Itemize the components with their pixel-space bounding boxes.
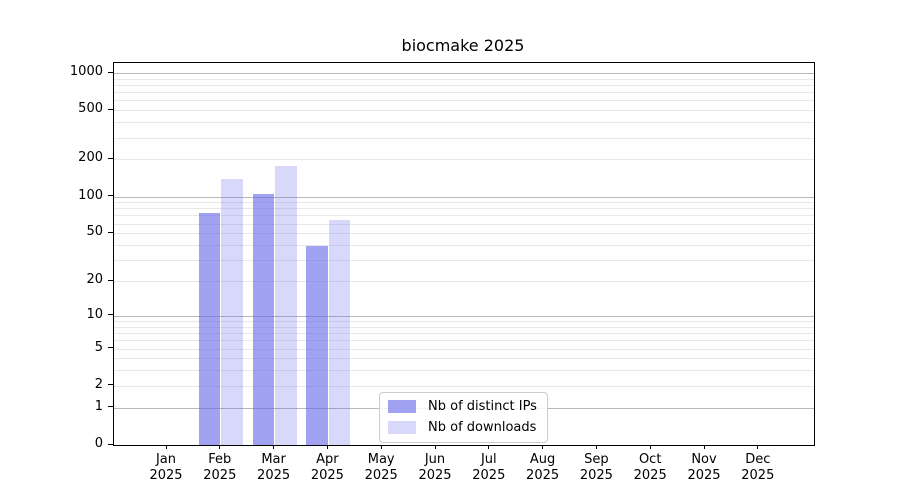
gridline-minor	[114, 340, 814, 342]
x-tick-label: Nov 2025	[687, 452, 721, 483]
bar-downloads	[275, 165, 297, 445]
gridline-minor	[114, 333, 814, 335]
gridline-minor	[114, 260, 814, 262]
bar-distinct-ips	[306, 246, 328, 445]
x-tick-label: Jun 2025	[418, 452, 452, 483]
gridline-minor	[114, 100, 814, 102]
y-tick	[108, 231, 113, 233]
y-tick-label: 5	[94, 339, 103, 355]
gridline-minor	[114, 202, 814, 204]
y-tick-label: 2	[94, 376, 103, 392]
gridline-minor	[114, 92, 814, 94]
bar-downloads	[328, 220, 351, 445]
x-tick	[542, 445, 544, 449]
y-tick	[108, 443, 113, 445]
gridline-minor	[114, 122, 814, 124]
gridline-minor	[114, 223, 814, 225]
y-tick-label: 1000	[69, 64, 103, 79]
legend-swatch-downloads	[388, 421, 416, 434]
x-tick	[326, 445, 328, 449]
gridline-minor	[114, 358, 814, 360]
bar-distinct-ips	[198, 213, 221, 445]
y-tick	[108, 314, 113, 316]
y-tick	[108, 108, 113, 110]
x-tick-label: Mar 2025	[257, 452, 291, 483]
x-tick	[757, 445, 759, 449]
gridline-minor	[114, 281, 814, 283]
gridline-minor	[114, 326, 814, 328]
legend-label-distinct-ips: Nb of distinct IPs	[428, 399, 537, 414]
gridline-major	[114, 315, 814, 317]
y-tick-label: 1	[94, 398, 103, 414]
chart-title: biocmake 2025	[401, 36, 525, 55]
gridline-minor	[114, 78, 814, 80]
gridline-minor	[114, 215, 814, 217]
y-tick-label: 50	[86, 224, 103, 240]
gridline-minor	[114, 137, 814, 139]
y-tick-label: 500	[78, 101, 103, 117]
y-tick-label: 0	[94, 436, 103, 451]
x-tick-label: Aug 2025	[526, 452, 560, 483]
gridline-minor	[114, 245, 814, 247]
x-tick-label: Sep 2025	[579, 452, 613, 483]
y-tick-label: 20	[86, 272, 103, 288]
y-tick-label: 200	[78, 150, 103, 166]
gridline-minor	[114, 321, 814, 323]
x-tick	[434, 445, 436, 449]
bar-downloads	[221, 178, 243, 445]
legend-entry-downloads: Nb of downloads	[388, 420, 537, 435]
plot-area	[113, 62, 815, 446]
gridline-major	[114, 196, 814, 198]
gridline-minor	[114, 370, 814, 372]
y-tick	[108, 279, 113, 281]
gridline-minor	[114, 85, 814, 86]
gridline-minor	[114, 159, 814, 161]
gridline-minor	[114, 110, 814, 112]
x-tick	[273, 445, 275, 449]
y-tick	[108, 406, 113, 408]
y-tick-label: 100	[78, 187, 103, 203]
x-tick	[165, 445, 167, 449]
x-tick-label: Apr 2025	[310, 452, 344, 483]
bar-distinct-ips	[252, 193, 275, 445]
y-tick	[108, 347, 113, 349]
legend-swatch-distinct-ips	[388, 400, 416, 413]
x-tick	[595, 445, 597, 449]
gridline-major	[114, 73, 814, 74]
y-tick-label: 10	[86, 306, 103, 322]
y-tick	[108, 384, 113, 386]
x-tick	[488, 445, 490, 449]
y-tick	[108, 71, 113, 73]
x-tick-label: Oct 2025	[633, 452, 667, 483]
x-tick	[649, 445, 651, 449]
y-tick	[108, 195, 113, 196]
x-tick-label: Jan 2025	[149, 452, 183, 483]
gridline-minor	[114, 233, 814, 235]
gridline-minor	[114, 385, 814, 387]
x-tick-label: Feb 2025	[203, 452, 237, 483]
legend-label-downloads: Nb of downloads	[428, 420, 537, 435]
x-tick	[703, 445, 705, 449]
gridline-minor	[114, 348, 814, 350]
legend-entry-distinct-ips: Nb of distinct IPs	[388, 399, 537, 414]
x-tick-label: Dec 2025	[741, 452, 775, 483]
x-tick	[380, 445, 382, 449]
gridline-minor	[114, 208, 814, 210]
legend: Nb of distinct IPs Nb of downloads	[379, 392, 548, 443]
x-tick-label: Jul 2025	[472, 452, 506, 483]
x-tick	[219, 445, 221, 449]
x-tick-label: May 2025	[364, 452, 398, 483]
y-tick	[108, 157, 113, 159]
